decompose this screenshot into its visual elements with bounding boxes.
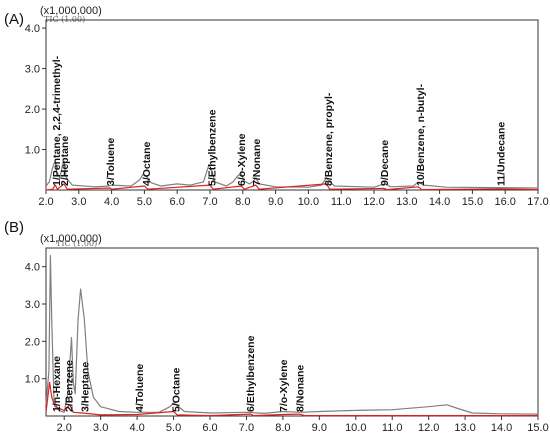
panel-a-x-tick-label: 4.0 xyxy=(104,196,119,208)
panel-b-x-tick-label: 12.0 xyxy=(418,422,439,434)
panel-a-x-tick-label: 2.0 xyxy=(38,196,53,208)
panel-a-x-tick-label: 13.0 xyxy=(396,196,417,208)
panel-a-red-trace xyxy=(45,183,539,191)
panel-a-y-tick-label: 3.0 xyxy=(25,64,40,76)
panel-a-peak-label: 8/Benzene, propyl- xyxy=(323,92,335,186)
panel-b-y-tick-label: 4.0 xyxy=(25,262,40,274)
panel-a-x-tick-label: 16.0 xyxy=(494,196,515,208)
panel-a-x-tick-label: 14.0 xyxy=(429,196,450,208)
panel-b-peak-label: 7/o-Xylene xyxy=(278,359,290,412)
panel-a-plot-frame xyxy=(45,19,539,191)
panel-b-y-tick-label: 2.0 xyxy=(25,336,40,348)
panel-b-peak-label: 5/Octane xyxy=(170,367,182,412)
panel-a-peak-label: 7/Nonane xyxy=(251,139,263,186)
panel-b-plot-frame xyxy=(45,247,539,417)
panel-b-y-tick-label: 1.0 xyxy=(25,374,40,386)
panel-a-x-tick-label: 17.0 xyxy=(527,196,548,208)
panel-b-peak-label: 6/Ethylbenzene xyxy=(245,335,257,412)
panel-b-label: (B) xyxy=(4,219,24,236)
panel-b-peak-label: 3/Heptane xyxy=(79,362,91,412)
panel-b-x-tick-label: 2.0 xyxy=(57,422,72,434)
panel-a-x-tick-label: 6.0 xyxy=(170,196,185,208)
panel-b-tic-trace xyxy=(45,254,539,415)
panel-b-x-tick-label: 13.0 xyxy=(454,422,475,434)
panel-b-peak-label: 8/Nonane xyxy=(294,365,306,412)
panel-b-x-tick-label: 8.0 xyxy=(275,422,290,434)
panel-a-peak-label: 5/Ethylbenzene xyxy=(207,109,219,186)
panel-a-multiplier: (x1,000,000) xyxy=(40,5,102,17)
panel-b-peak-label: 2/Benzene xyxy=(64,360,76,412)
panel-a-x-tick-label: 10.0 xyxy=(298,196,319,208)
panel-b-peak-label: 4/Toluene xyxy=(134,364,146,412)
panel-b: (B) (x1,000,000) TIC (1.00) 2.0 3.0 4.0 5.0… xyxy=(4,219,549,434)
panel-b-x-tick-label: 15.0 xyxy=(527,422,548,434)
panel-b-x-tick-label: 7.0 xyxy=(239,422,254,434)
panel-a-tic-trace xyxy=(45,160,539,189)
panel-a-x-tick-label: 5.0 xyxy=(137,196,152,208)
panel-b-x-tick-label: 3.0 xyxy=(93,422,108,434)
panel-a-y-tick-label: 1.0 xyxy=(25,145,40,157)
panel-a-peak-label: 2/Heptane xyxy=(59,136,71,186)
panel-a-y-tick-label: 2.0 xyxy=(25,104,40,116)
panel-a-x-tick-label: 12.0 xyxy=(363,196,384,208)
panel-a-x-tick-label: 7.0 xyxy=(202,196,217,208)
panel-a-peak-label: 4/Octane xyxy=(141,141,153,186)
panel-a-peak-label: 11/Undecane xyxy=(495,122,507,186)
panel-a-x-tick-label: 15.0 xyxy=(462,196,483,208)
panel-b-x-tick-label: 14.0 xyxy=(491,422,512,434)
panel-a-peak-label: 6/o-Xylene xyxy=(236,133,248,186)
panel-a-peak-label: 3/Toluene xyxy=(105,138,117,186)
panel-a-peak-label: 1/Pentane, 2,2,4-trimethyl- xyxy=(51,55,63,186)
panel-b-trace-label: TIC (1.00) xyxy=(56,239,97,248)
panel-a-x-tick-label: 3.0 xyxy=(71,196,86,208)
panel-a-x-tick-label: 8.0 xyxy=(235,196,250,208)
panel-a: (A) (x1,000,000) TIC (1.00) 2.0 3.0 4.0 5.0… xyxy=(4,5,549,208)
panel-b-y-tick-label: 3.0 xyxy=(25,299,40,311)
panel-a-x-tick-label: 11.0 xyxy=(331,196,352,208)
panel-b-red-trace xyxy=(45,381,538,417)
panel-b-multiplier: (x1,000,000) xyxy=(40,233,102,245)
panel-b-x-tick-label: 6.0 xyxy=(202,422,217,434)
panel-b-peak-label: 1/n-Hexane xyxy=(51,356,63,412)
panel-b-x-tick-label: 11.0 xyxy=(382,422,403,434)
panel-a-y-tick-label: 4.0 xyxy=(25,23,40,35)
panel-b-x-tick-label: 4.0 xyxy=(129,422,144,434)
panel-b-x-tick-label: 9.0 xyxy=(312,422,327,434)
panel-a-x-tick-label: 9.0 xyxy=(268,196,283,208)
panel-a-label: (A) xyxy=(4,11,24,28)
panel-a-peak-label: 9/Decane xyxy=(379,140,391,186)
panel-a-peak-label: 10/Benzene, n-butyl- xyxy=(415,83,427,186)
panel-b-x-tick-label: 10.0 xyxy=(345,422,366,434)
panel-b-x-tick-label: 5.0 xyxy=(166,422,181,434)
